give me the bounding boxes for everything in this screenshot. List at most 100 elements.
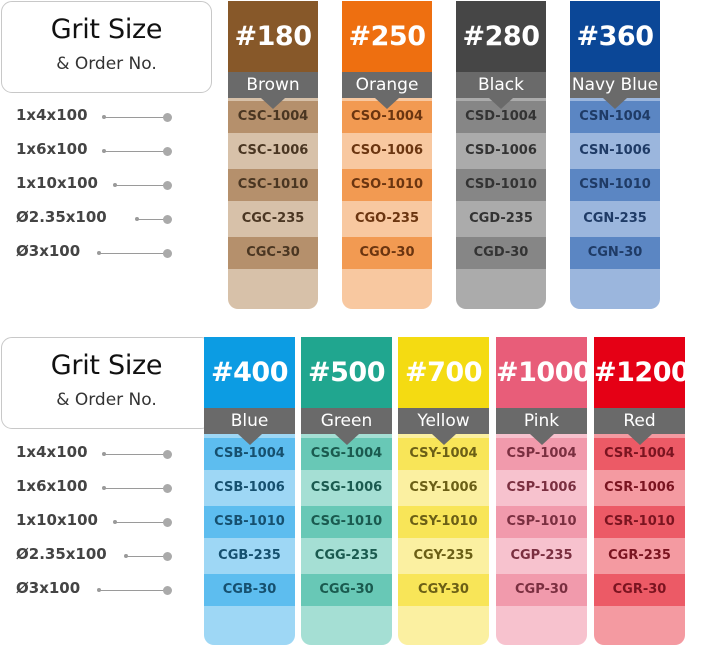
- order-code: CSG-1004: [301, 438, 392, 470]
- order-code: CSB-1010: [204, 506, 295, 538]
- pointer-arrow: [489, 98, 513, 109]
- leader-line: [102, 112, 172, 122]
- grit-box: #500: [301, 337, 392, 408]
- leader-line: [135, 214, 172, 224]
- color-strip-navy: #360 Navy Blue CSN-1004 CSN-1006 CSN-1010 CGN…: [570, 1, 660, 309]
- legend-subtitle: & Order No.: [56, 54, 157, 74]
- order-code: CSN-1004: [570, 101, 660, 133]
- leader-line: [124, 551, 172, 561]
- grit-box: #360: [570, 1, 660, 72]
- grit-number: #180: [234, 21, 312, 52]
- order-code: CGB-30: [204, 574, 295, 606]
- grit-number: #360: [576, 21, 654, 52]
- color-strip-black: #280 Black CSD-1004 CSD-1006 CSD-1010 CGD-235…: [456, 1, 546, 309]
- grit-number: #250: [348, 21, 426, 52]
- pointer-arrow: [529, 434, 554, 445]
- order-code: CGN-235: [583, 211, 647, 226]
- order-code: CGC-235: [241, 211, 305, 226]
- size-label: Ø2.35x100: [16, 208, 107, 226]
- order-code: CGD-30: [456, 237, 546, 269]
- pointer-arrow: [375, 98, 399, 109]
- pointer-arrow: [431, 434, 456, 445]
- strip-body: [228, 98, 318, 309]
- order-code: CSC-1010: [228, 169, 318, 201]
- strip-body: [456, 98, 546, 309]
- size-label: Ø2.35x100: [16, 545, 107, 563]
- legend-box: Grit Size & Order No.: [1, 1, 212, 93]
- pointer-arrow: [627, 434, 652, 445]
- color-name: Black: [456, 72, 546, 98]
- pointer-arrow: [603, 98, 627, 109]
- size-label: 1x10x100: [16, 174, 98, 192]
- order-code: CGP-235: [510, 548, 573, 563]
- grit-box: #1000: [496, 337, 592, 408]
- color-name: Brown: [228, 72, 318, 98]
- order-code: CSD-1004: [456, 101, 546, 133]
- grit-box: #250: [342, 1, 432, 72]
- color-name: Red: [594, 408, 685, 434]
- order-code: CSR-1004: [594, 438, 685, 470]
- pointer-arrow: [334, 434, 359, 445]
- order-code: CSY-1006: [409, 480, 478, 495]
- order-code: CGG-235: [314, 548, 379, 563]
- grit-box: #280: [456, 1, 546, 72]
- size-label: Ø3x100: [16, 579, 81, 597]
- leader-line: [113, 517, 172, 527]
- order-code: CGO-30: [342, 237, 432, 269]
- pointer-arrow: [261, 98, 285, 109]
- leader-line: [97, 585, 172, 595]
- color-strip-orange: #250 Orange CSO-1004 CSO-1006 CSO-1010 CGO-23…: [342, 1, 432, 309]
- order-code: CSN-1006: [579, 143, 651, 158]
- legend-subtitle: & Order No.: [56, 390, 157, 410]
- order-code: CGY-30: [398, 574, 489, 606]
- pointer-arrow: [237, 434, 262, 445]
- size-label: 1x6x100: [16, 477, 88, 495]
- color-strip-red: #1200 Red CSR-1004 CSR-1006 CSR-1010 CGR-235 C…: [594, 337, 690, 645]
- legend-title: Grit Size: [50, 350, 163, 381]
- color-strip-yellow: #700 Yellow CSY-1004 CSY-1006 CSY-1010 CGY-23…: [398, 337, 489, 645]
- legend-title: Grit Size: [50, 14, 163, 45]
- grit-box: #400: [204, 337, 295, 408]
- legend-box: Grit Size & Order No.: [1, 337, 212, 429]
- leader-line: [102, 146, 172, 156]
- order-code: CGR-235: [608, 548, 671, 563]
- order-code: CGG-30: [301, 574, 392, 606]
- leader-line: [102, 483, 172, 493]
- order-code: CGN-30: [570, 237, 660, 269]
- color-name: Orange: [342, 72, 432, 98]
- order-code: CGY-235: [413, 548, 474, 563]
- size-label: 1x4x100: [16, 106, 88, 124]
- order-code: CSO-1006: [350, 143, 423, 158]
- grit-box: #1200: [594, 337, 690, 408]
- grit-number: #280: [462, 21, 540, 52]
- size-label: 1x4x100: [16, 443, 88, 461]
- color-strip-pink: #1000 Pink CSP-1004 CSP-1006 CSP-1010 CGP-235…: [496, 337, 592, 645]
- order-code: CSY-1010: [398, 506, 489, 538]
- grit-box: #180: [228, 1, 318, 72]
- order-code: CSN-1010: [570, 169, 660, 201]
- leader-line: [97, 248, 172, 258]
- order-code: CSD-1006: [465, 143, 537, 158]
- order-code: CSP-1010: [496, 506, 587, 538]
- order-code: CSR-1006: [604, 480, 675, 495]
- order-code: CGC-30: [228, 237, 318, 269]
- grit-number: #500: [308, 357, 385, 388]
- grit-number: #700: [405, 357, 482, 388]
- order-code: CGO-235: [354, 211, 420, 226]
- order-code: CGP-30: [496, 574, 587, 606]
- leader-line: [102, 449, 172, 459]
- color-name: Navy Blue: [570, 72, 660, 98]
- color-name: Blue: [204, 408, 295, 434]
- leader-line: [113, 180, 172, 190]
- grit-number: #400: [211, 357, 288, 388]
- order-code: CSG-1010: [301, 506, 392, 538]
- order-code: CSG-1006: [310, 480, 383, 495]
- color-name: Green: [301, 408, 392, 434]
- order-code: CSP-1006: [506, 480, 577, 495]
- color-strip-blue: #400 Blue CSB-1004 CSB-1006 CSB-1010 CGB-235 C…: [204, 337, 295, 645]
- order-code: CGD-235: [469, 211, 533, 226]
- strip-body: [570, 98, 660, 309]
- grit-number: #1000: [496, 357, 592, 388]
- order-code: CSR-1010: [594, 506, 685, 538]
- color-strip-brown: #180 Brown CSC-1004 CSC-1006 CSC-1010 CGC-235…: [228, 1, 318, 309]
